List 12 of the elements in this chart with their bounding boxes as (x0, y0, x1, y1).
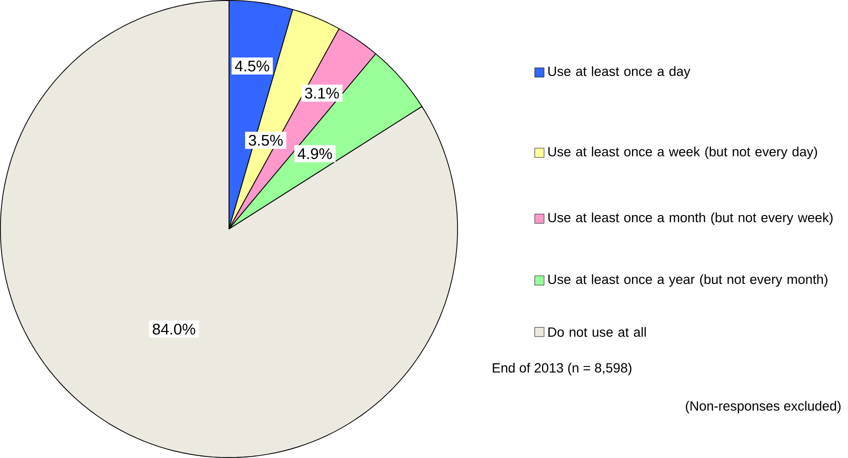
legend-label: Use at least once a week (but not every day) (548, 146, 818, 160)
data-label: 4.9% (298, 148, 332, 160)
data-label: 84.0% (152, 324, 196, 335)
legend-label: Use at least once a day (548, 66, 690, 79)
text: (Non-responses excluded) (686, 400, 841, 414)
data-label: 4.5% (234, 60, 270, 72)
legend-label: Do not use at all (548, 327, 646, 337)
legend-label: Use at least once a month (but not every week) (548, 212, 833, 225)
text: End of 2013 (n = 8,598) (492, 362, 632, 376)
data-label: 3.5% (248, 134, 283, 146)
data-label: 3.1% (304, 88, 339, 99)
legend-label: Use at least once a year (but not every month) (548, 274, 828, 287)
